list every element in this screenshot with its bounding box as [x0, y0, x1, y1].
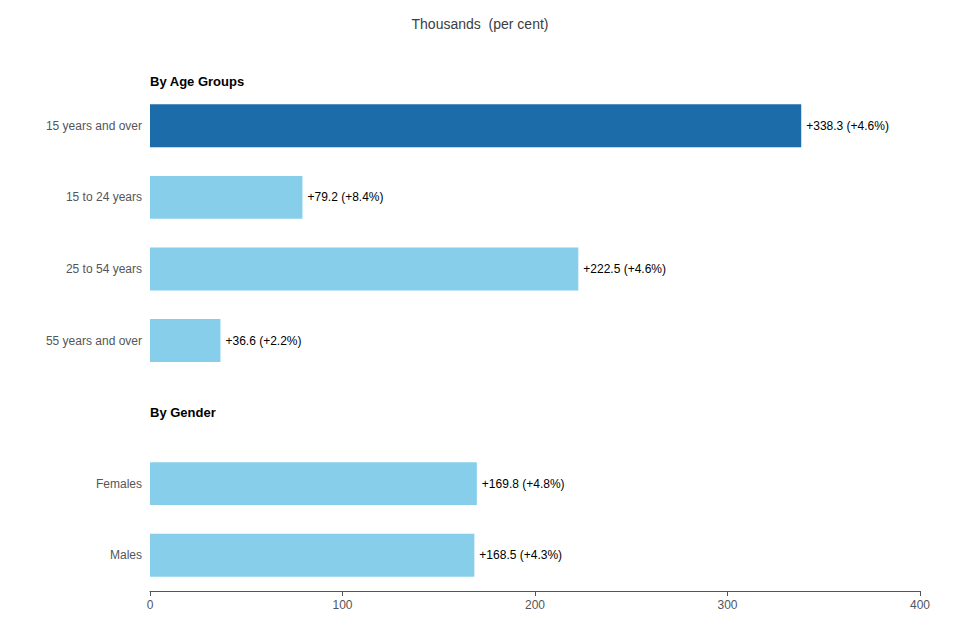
- svg-text:+168.5 (+4.3%): +168.5 (+4.3%): [479, 548, 562, 562]
- svg-text:+222.5 (+4.6%): +222.5 (+4.6%): [583, 262, 666, 276]
- svg-text:By Gender: By Gender: [150, 405, 216, 420]
- svg-text:15 to 24 years: 15 to 24 years: [66, 190, 142, 204]
- svg-text:100: 100: [332, 598, 352, 612]
- svg-text:300: 300: [717, 598, 737, 612]
- svg-text:By Age Groups: By Age Groups: [150, 74, 244, 89]
- svg-text:Males: Males: [110, 548, 142, 562]
- svg-text:400: 400: [910, 598, 930, 612]
- svg-text:55 years and over: 55 years and over: [46, 334, 142, 348]
- svg-text:Females: Females: [96, 477, 142, 491]
- svg-text:+36.6 (+2.2%): +36.6 (+2.2%): [225, 334, 301, 348]
- svg-text:200: 200: [525, 598, 545, 612]
- svg-text:+169.8 (+4.8%): +169.8 (+4.8%): [482, 477, 565, 491]
- svg-text:+79.2 (+8.4%): +79.2 (+8.4%): [307, 190, 383, 204]
- svg-text:Thousands (per cent): Thousands (per cent): [412, 16, 549, 32]
- svg-text:+338.3 (+4.6%): +338.3 (+4.6%): [806, 119, 889, 133]
- svg-text:15 years and over: 15 years and over: [46, 119, 142, 133]
- svg-text:25 to 54 years: 25 to 54 years: [66, 262, 142, 276]
- svg-text:0: 0: [147, 598, 154, 612]
